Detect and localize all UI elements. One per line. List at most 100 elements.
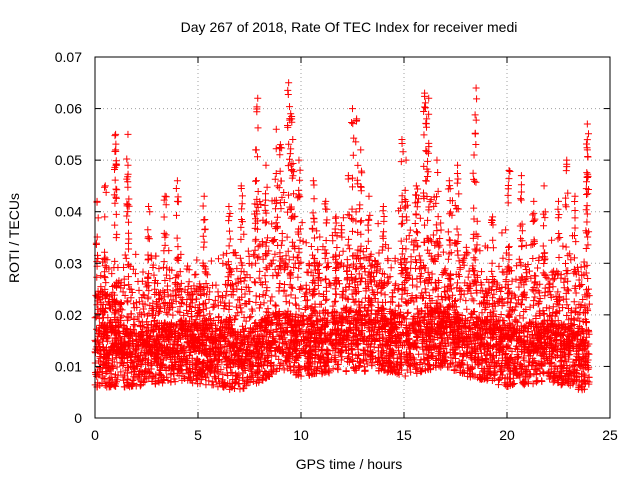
data-point <box>202 381 210 389</box>
data-point <box>337 356 345 364</box>
data-point <box>263 265 271 273</box>
data-point <box>333 260 341 268</box>
data-point <box>410 246 418 254</box>
data-point <box>234 362 242 370</box>
data-point <box>296 363 304 371</box>
data-point <box>425 361 433 369</box>
data-point <box>546 279 554 287</box>
data-point <box>295 260 303 268</box>
data-point <box>180 372 188 380</box>
data-point <box>275 287 283 295</box>
data-point <box>283 233 291 241</box>
data-point <box>150 271 158 279</box>
data-point <box>441 265 449 273</box>
data-point <box>513 299 521 307</box>
data-point <box>331 298 339 306</box>
data-point <box>548 236 556 244</box>
data-point <box>563 270 571 278</box>
data-point <box>333 263 341 271</box>
data-point <box>437 219 445 227</box>
data-point <box>298 219 306 227</box>
data-point <box>219 259 227 267</box>
data-point <box>481 242 489 250</box>
data-point <box>278 237 286 245</box>
data-point <box>191 271 199 279</box>
data-point <box>228 368 236 376</box>
data-point <box>544 275 552 283</box>
data-point <box>135 286 143 294</box>
data-point <box>538 377 546 385</box>
data-point <box>160 337 168 345</box>
data-point <box>166 275 174 283</box>
data-point <box>310 234 318 242</box>
data-point <box>249 307 257 315</box>
data-point <box>414 314 422 322</box>
data-point <box>117 368 125 376</box>
data-point <box>207 257 215 265</box>
data-point <box>223 249 231 257</box>
data-point <box>549 276 557 284</box>
data-point <box>287 291 295 299</box>
data-point <box>428 270 436 278</box>
data-point <box>494 381 502 389</box>
data-point <box>338 353 346 361</box>
data-point <box>485 278 493 286</box>
data-point <box>233 265 241 273</box>
data-point <box>401 372 409 380</box>
data-point <box>226 235 234 243</box>
data-point <box>436 234 444 242</box>
data-point <box>468 295 476 303</box>
data-point <box>223 369 231 377</box>
data-point <box>121 251 129 259</box>
data-point <box>404 308 412 316</box>
data-point <box>531 293 539 301</box>
data-point <box>502 226 510 234</box>
data-point <box>585 340 593 348</box>
data-point <box>488 267 496 275</box>
data-point <box>135 317 143 325</box>
data-point <box>490 290 498 298</box>
data-point <box>437 226 445 234</box>
data-point <box>156 307 164 315</box>
data-point <box>350 298 358 306</box>
data-point <box>513 262 521 270</box>
data-point <box>438 296 446 304</box>
data-point <box>361 366 369 374</box>
data-point <box>531 278 539 286</box>
data-point <box>122 254 130 262</box>
data-point <box>564 285 572 293</box>
data-points <box>91 79 593 394</box>
data-point <box>334 364 342 372</box>
data-point <box>557 368 565 376</box>
data-point <box>429 231 437 239</box>
data-point <box>381 291 389 299</box>
data-point <box>255 304 263 312</box>
data-point <box>183 360 191 368</box>
data-point <box>278 193 286 201</box>
data-point <box>490 375 498 383</box>
data-point <box>476 300 484 308</box>
data-point <box>562 357 570 365</box>
data-point <box>362 311 370 319</box>
data-point <box>131 322 139 330</box>
data-point <box>329 365 337 373</box>
data-point <box>478 268 486 276</box>
data-point <box>368 349 376 357</box>
data-point <box>155 265 163 273</box>
data-point <box>97 272 105 280</box>
data-point <box>220 349 228 357</box>
data-point <box>120 371 128 379</box>
data-point <box>414 229 422 237</box>
data-point <box>292 300 300 308</box>
data-point <box>247 313 255 321</box>
data-point <box>282 298 290 306</box>
data-point <box>463 305 471 313</box>
data-point <box>176 308 184 316</box>
data-point <box>206 310 214 318</box>
data-point <box>291 294 299 302</box>
data-point <box>420 238 428 246</box>
data-point <box>495 375 503 383</box>
data-point <box>244 247 252 255</box>
data-point <box>339 294 347 302</box>
